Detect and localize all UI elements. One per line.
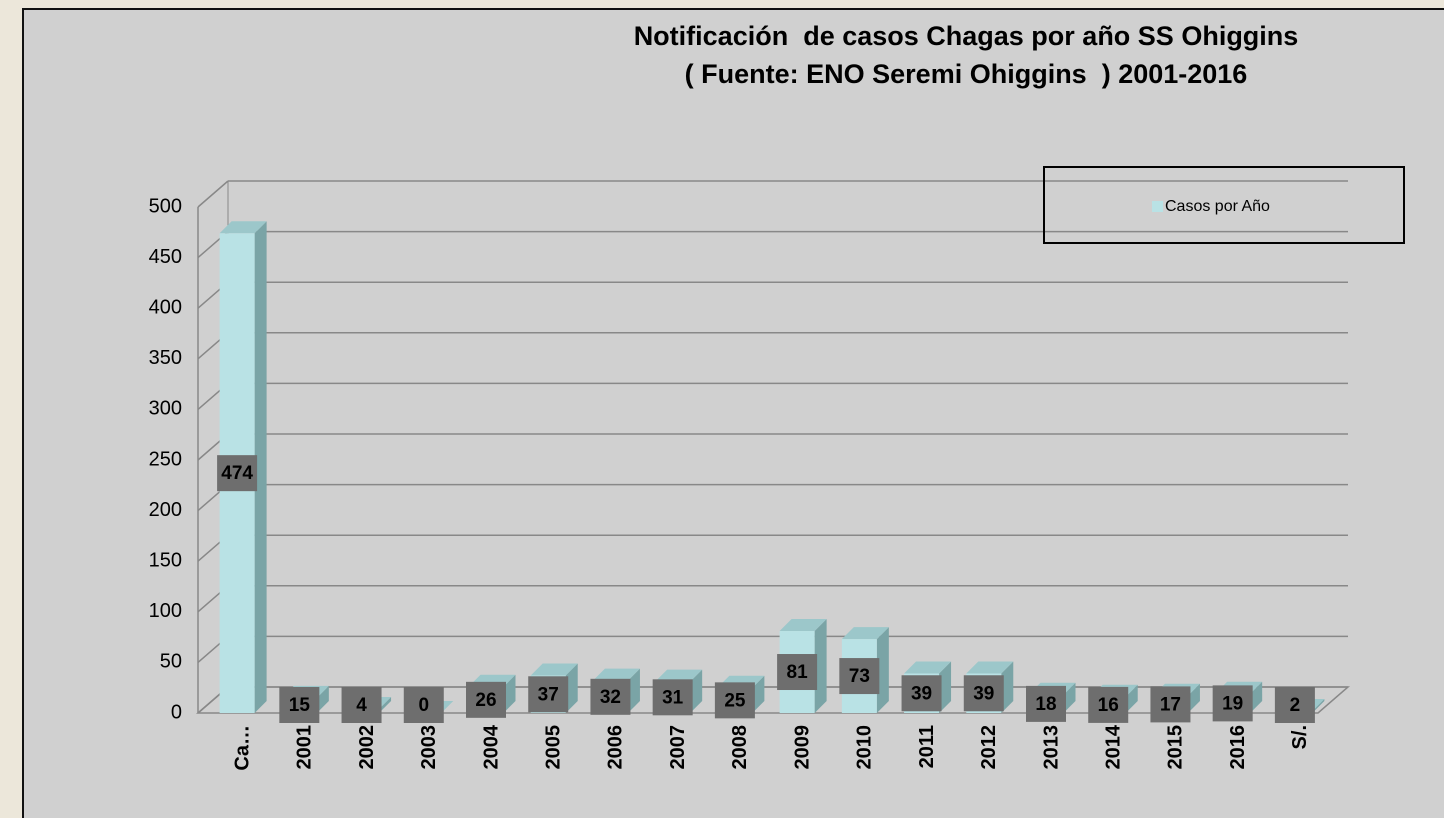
data-label: 37 (538, 684, 559, 705)
data-label: 73 (849, 666, 870, 687)
legend-swatch (1152, 201, 1163, 212)
data-label-box (652, 679, 693, 716)
data-label-box (279, 687, 320, 723)
data-label-box (1212, 685, 1253, 722)
x-tick-label: 2014 (1103, 724, 1125, 769)
chart-title: Notificación de casos Chagas por año SS … (634, 21, 1299, 51)
data-label: 32 (600, 687, 621, 708)
data-label-box (1088, 686, 1129, 723)
bar-top (966, 661, 1014, 674)
data-label: 81 (787, 662, 809, 683)
bar-side (565, 663, 578, 713)
bar-side (876, 627, 889, 713)
x-tick-label: 2009 (791, 725, 813, 770)
y-tick-label: 100 (149, 600, 182, 622)
x-tick-label: 2007 (667, 725, 689, 770)
data-label: 15 (289, 695, 311, 716)
x-tick-label: 2008 (729, 725, 751, 770)
data-label: 39 (973, 683, 994, 704)
y-tick-label: 150 (149, 549, 182, 571)
data-label: 31 (662, 687, 684, 708)
bar-side (254, 221, 267, 713)
data-label: 39 (911, 683, 932, 704)
bar-top (904, 661, 952, 674)
data-label: 19 (1222, 693, 1243, 714)
data-label-box (1274, 687, 1315, 723)
y-tick-label: 50 (160, 651, 182, 673)
bar-top (779, 619, 827, 632)
bar-side (939, 661, 952, 713)
bar-side (379, 696, 392, 713)
data-label-box (528, 676, 569, 713)
x-tick-label: 2010 (854, 725, 876, 770)
data-label-box (777, 654, 818, 691)
data-label-box (901, 675, 942, 712)
x-tick-label: 2016 (1227, 725, 1249, 770)
bar-side (1063, 682, 1076, 713)
data-label-box (714, 682, 755, 719)
bar-side (1312, 698, 1325, 713)
y-tick-label: 400 (149, 296, 182, 318)
bar-side (752, 675, 765, 713)
x-tick-label: 2015 (1165, 725, 1187, 770)
data-label: 2 (1290, 695, 1301, 716)
x-tick-label: S/. (1289, 725, 1311, 749)
data-label-box (466, 681, 506, 718)
data-label: 0 (418, 695, 429, 716)
data-label: 25 (724, 690, 746, 711)
bar-side (627, 668, 640, 713)
bar-top (655, 669, 703, 682)
x-tick-label: 2011 (916, 725, 938, 768)
x-tick-label: 2012 (978, 725, 1000, 770)
x-tick-label: 2013 (1040, 725, 1062, 770)
x-tick-label: 2006 (605, 725, 627, 770)
x-tick-label: Ca… (231, 725, 253, 771)
y-tick-label: 200 (149, 499, 182, 521)
legend-box (1043, 166, 1405, 244)
data-label-box (590, 678, 631, 715)
data-label: 16 (1098, 695, 1119, 716)
bar-side (503, 674, 516, 713)
y-tick-label: 300 (149, 398, 182, 420)
bar-top (219, 221, 267, 234)
legend: Casos por Año (1043, 166, 1405, 244)
data-label-box (1150, 686, 1191, 723)
data-label: 17 (1160, 694, 1181, 715)
bar-top (841, 627, 889, 640)
bar-side (814, 619, 827, 713)
bar-top (530, 663, 578, 676)
data-label-box (341, 687, 382, 723)
bar-side (1001, 661, 1014, 713)
data-label-box (403, 687, 444, 723)
bar-side (690, 669, 703, 713)
bar-side (1187, 683, 1200, 713)
legend-label: Casos por Año (1165, 198, 1270, 215)
data-label: 26 (475, 690, 496, 711)
data-label: 18 (1035, 694, 1056, 715)
grid-line (197, 180, 229, 208)
chart-subtitle: ( Fuente: ENO Seremi Ohiggins ) 2001-201… (685, 59, 1248, 89)
bar-side (1125, 684, 1138, 713)
bar-top (592, 668, 640, 681)
y-tick-label: 250 (149, 448, 182, 470)
data-label-box (1026, 685, 1066, 722)
y-tick-label: 0 (171, 701, 182, 723)
data-labels: 474 15 4 0 26 37 32 31 25 81 73 39 39 18 16 17 19 2 (217, 455, 1315, 723)
bar-side (1250, 681, 1263, 713)
y-tick-label: 350 (149, 347, 182, 369)
x-tick-label: 2002 (356, 725, 378, 770)
y-tick-label: 450 (149, 246, 182, 268)
x-tick-label: 2003 (418, 725, 440, 770)
y-tick-label: 500 (149, 195, 182, 217)
data-label: 474 (221, 463, 253, 484)
x-tick-label: 2005 (543, 725, 565, 770)
x-tick-label: 2004 (480, 724, 502, 769)
data-label: 4 (356, 695, 367, 716)
data-label-box (839, 658, 880, 695)
data-label-box (963, 675, 1004, 712)
data-label-box (217, 455, 258, 492)
bar-side (316, 685, 329, 713)
x-tick-label: 2001 (294, 725, 316, 770)
